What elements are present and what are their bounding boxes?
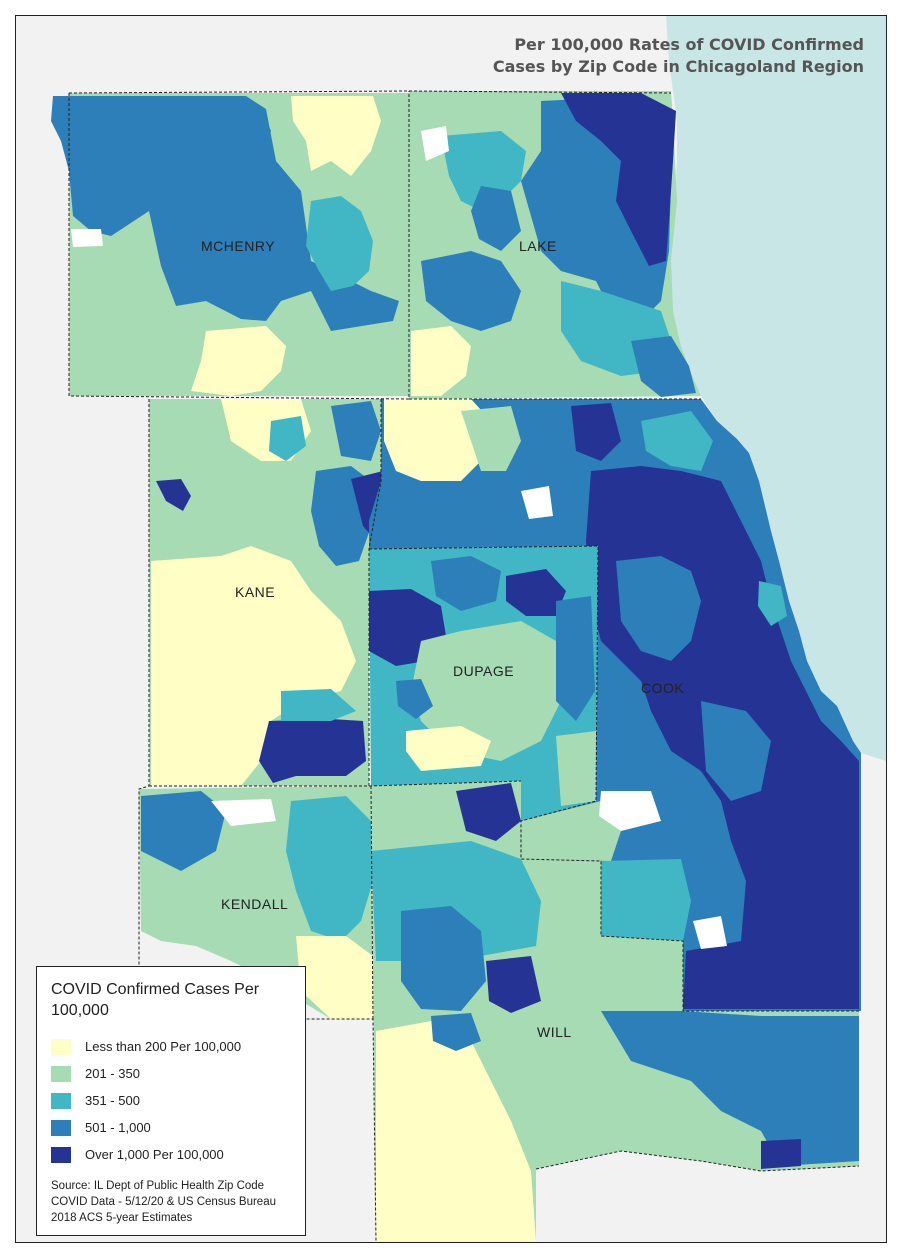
lake-michigan (666, 16, 886, 761)
choropleth-map (16, 16, 886, 1242)
county-label-lake: LAKE (519, 238, 557, 254)
legend-item: 351 - 500 (51, 1087, 291, 1114)
legend-title: COVID Confirmed Cases Per 100,000 (51, 981, 260, 1019)
kane-county (149, 399, 451, 786)
legend-swatch-3 (51, 1092, 71, 1109)
legend-label-1: Less than 200 Per 100,000 (85, 1039, 242, 1054)
map-frame: Per 100,000 Rates of COVID Confirmed Cas… (15, 15, 887, 1243)
mchenry-county (51, 93, 409, 396)
county-label-will: WILL (537, 1024, 572, 1040)
legend-swatch-1 (51, 1038, 71, 1055)
legend-swatch-4 (51, 1119, 71, 1136)
county-label-cook: COOK (641, 680, 685, 696)
county-label-kane: KANE (235, 584, 276, 600)
county-label-mchenry: MCHENRY (201, 238, 276, 254)
county-boundaries (68, 90, 860, 1242)
legend-label-4: 501 - 1,000 (85, 1120, 151, 1135)
map-title-line-1: Per 100,000 Rates of COVID Confirmed (514, 35, 864, 54)
will-county (371, 781, 859, 1241)
map-legend: COVID Confirmed Cases Per 100,000 Less t… (36, 966, 306, 1236)
kendall-county (139, 786, 373, 1019)
legend-swatch-5 (51, 1146, 71, 1163)
legend-item: 201 - 350 (51, 1060, 291, 1087)
county-label-kendall: KENDALL (221, 896, 289, 912)
legend-label-5: Over 1,000 Per 100,000 (85, 1147, 224, 1162)
county-label-dupage: DUPAGE (453, 663, 515, 679)
map-title-line-2: Cases by Zip Code in Chicagoland Region (492, 57, 864, 76)
legend-label-2: 201 - 350 (85, 1066, 140, 1081)
legend-label-3: 351 - 500 (85, 1093, 140, 1108)
legend-item: Over 1,000 Per 100,000 (51, 1141, 291, 1168)
legend-item: 501 - 1,000 (51, 1114, 291, 1141)
legend-swatch-2 (51, 1065, 71, 1082)
cook-county (369, 399, 861, 1011)
map-title: Per 100,000 Rates of COVID Confirmed Cas… (493, 34, 864, 78)
dupage-county (369, 546, 598, 821)
legend-item: Less than 200 Per 100,000 (51, 1033, 291, 1060)
lake-county (409, 91, 701, 399)
source-note: Source: IL Dept of Public Health Zip Cod… (51, 1180, 276, 1224)
